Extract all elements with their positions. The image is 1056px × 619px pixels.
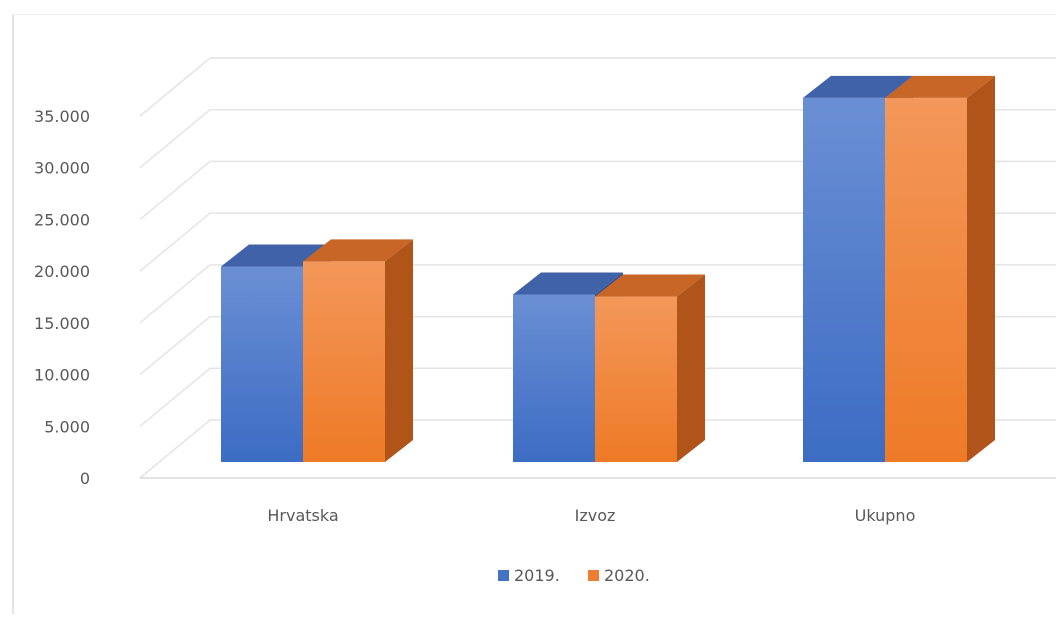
y-tick-label: 35.000 [34,107,90,126]
x-axis: Hrvatska Izvoz Ukupno [267,506,915,525]
legend-label: 2020. [604,566,650,585]
bars [221,75,995,462]
x-tick-label: Izvoz [575,506,616,525]
legend: 2019. 2020. [498,566,650,585]
legend-item: 2019. [498,566,560,585]
y-tick-label: 20.000 [34,262,90,281]
y-tick-label: 5.000 [44,417,90,436]
bar-izvoz-2020 [595,274,705,462]
gridline [139,57,1056,117]
legend-swatch [498,570,509,581]
y-tick-label: 10.000 [34,366,90,385]
y-tick-label: 30.000 [34,159,90,178]
x-tick-label: Hrvatska [267,506,338,525]
legend-item: 2020. [588,566,650,585]
y-tick-label: 0 [80,469,90,488]
x-tick-label: Ukupno [855,506,916,525]
y-axis: 0 5.000 10.000 15.000 20.000 25.000 30.000 35.0… [34,107,1056,488]
y-tick-label: 25.000 [34,210,90,229]
legend-swatch [588,570,599,581]
legend-label: 2019. [514,566,560,585]
chart-frame [12,14,1056,614]
y-tick-label: 15.000 [34,314,90,333]
bar-hrvatska-2020 [303,239,413,462]
bar-ukupno-2020 [885,75,995,462]
